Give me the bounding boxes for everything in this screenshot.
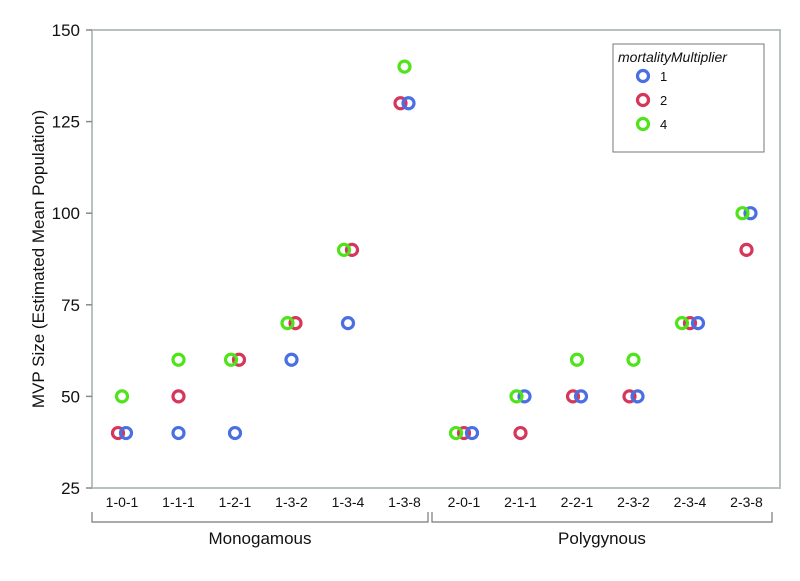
data-point-series-1	[517, 389, 532, 404]
data-point-series-2	[344, 242, 360, 257]
data-point-series-2	[682, 316, 698, 331]
data-point-series-1	[118, 425, 134, 441]
data-point-series-4	[280, 316, 295, 331]
plot-frame	[91, 29, 781, 489]
x-tick-label: 2-3-8	[730, 494, 763, 510]
x-tick-label: 2-0-1	[448, 494, 481, 510]
data-point-series-2	[622, 389, 637, 404]
data-point-series-1	[340, 316, 356, 331]
legend-title: mortalityMultiplier	[618, 49, 728, 65]
x-tick-label: 2-2-1	[561, 494, 594, 510]
data-point-series-4	[509, 389, 524, 404]
data-point-series-2	[231, 352, 247, 367]
data-point-series-4	[735, 206, 750, 221]
y-axis-label: MVP Size (Estimated Mean Population)	[29, 110, 48, 408]
data-point-series-4	[448, 425, 464, 441]
legend-entry-label: 1	[660, 69, 667, 84]
x-tick-label: 1-3-8	[388, 494, 421, 510]
data-point-series-4	[569, 352, 585, 367]
data-points	[110, 59, 758, 441]
legend-marker	[635, 92, 651, 108]
x-tick-label: 1-2-1	[219, 494, 252, 510]
x-tick-label: 1-3-4	[332, 494, 365, 510]
data-point-series-4	[336, 242, 352, 257]
data-point-series-4	[223, 352, 239, 367]
legend-entry-label: 4	[660, 117, 667, 132]
y-tick-label: 75	[61, 296, 80, 315]
data-point-series-1	[401, 96, 416, 111]
data-point-series-1	[630, 389, 645, 404]
x-axis: 1-0-1 1-1-1 1-2-1 1-3-2 1-3-4 1-3-8 2-0-1 2-1-1…	[91, 494, 773, 548]
data-point-series-2	[393, 96, 408, 111]
data-point-series-4	[674, 316, 690, 331]
data-point-series-2	[171, 389, 186, 404]
data-point-series-2	[456, 425, 472, 441]
x-tick-label: 2-3-4	[674, 494, 707, 510]
x-tick-label: 2-3-2	[617, 494, 650, 510]
y-axis: 25 50 75 100 125 150	[52, 21, 92, 498]
data-point-series-2	[110, 425, 126, 441]
group-label: Monogamous	[208, 529, 311, 548]
y-tick-label: 150	[52, 21, 80, 40]
legend-entry-label: 2	[660, 93, 667, 108]
data-point-series-4	[114, 389, 130, 404]
data-point-series-1	[690, 316, 706, 331]
data-point-series-1	[464, 425, 480, 441]
data-point-series-4	[171, 352, 186, 367]
group-label: Polygynous	[558, 529, 646, 548]
data-point-series-2	[565, 389, 581, 404]
data-point-series-2	[739, 242, 754, 257]
y-tick-label: 25	[61, 479, 80, 498]
data-point-series-1	[284, 352, 299, 367]
legend: mortalityMultiplier 1 2 4	[612, 43, 765, 153]
legend-marker	[635, 68, 651, 84]
group-bracket	[431, 512, 773, 523]
x-tick-label: 1-0-1	[106, 494, 139, 510]
legend-marker	[635, 116, 651, 132]
data-point-series-1	[573, 389, 589, 404]
x-tick-label: 1-1-1	[162, 494, 195, 510]
data-point-series-2	[513, 425, 528, 441]
group-bracket	[91, 512, 429, 523]
data-point-series-1	[743, 206, 758, 221]
x-tick-label: 2-1-1	[504, 494, 537, 510]
data-point-series-1	[227, 425, 243, 441]
data-point-series-2	[288, 316, 303, 331]
x-tick-label: 1-3-2	[275, 494, 308, 510]
y-tick-label: 100	[52, 204, 80, 223]
y-tick-label: 50	[61, 387, 80, 406]
data-point-series-1	[171, 425, 186, 441]
data-point-series-4	[397, 59, 412, 74]
data-point-series-4	[626, 352, 641, 367]
y-tick-label: 125	[52, 113, 80, 132]
